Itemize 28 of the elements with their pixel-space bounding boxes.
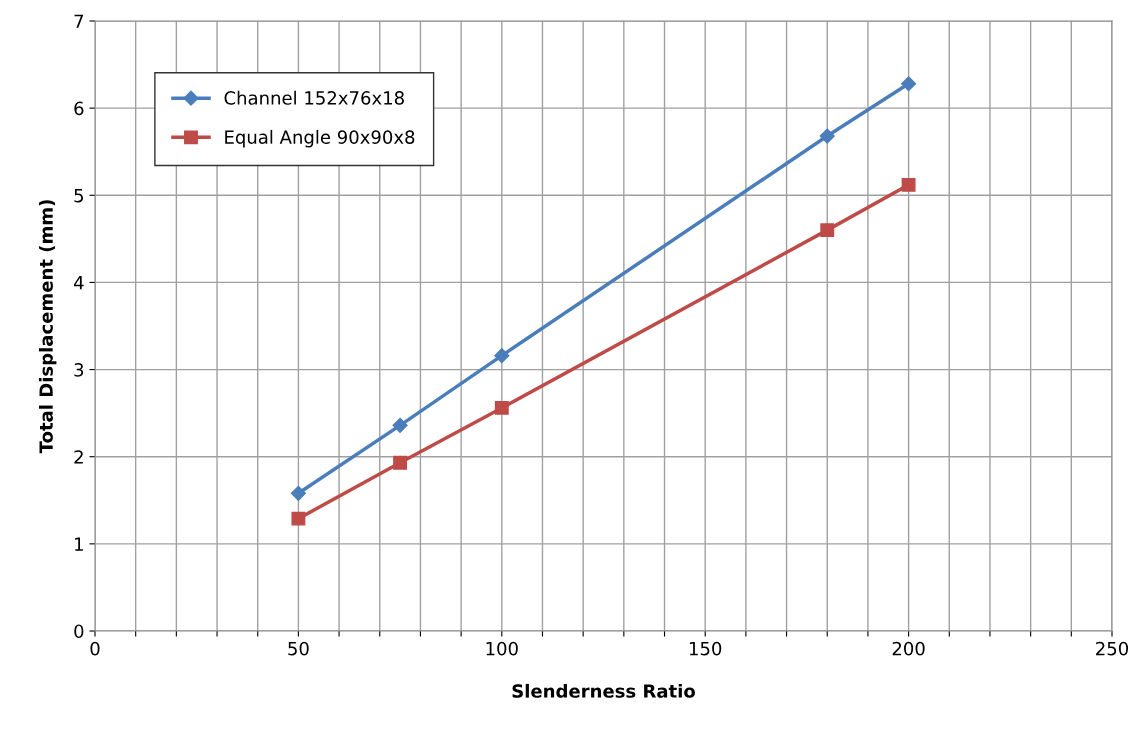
y-tick-label: 0 [74, 624, 84, 639]
point [494, 348, 510, 364]
point [494, 400, 509, 415]
point [901, 177, 916, 192]
x-tick-label: 200 [892, 641, 925, 656]
point [393, 455, 408, 470]
point [290, 485, 306, 501]
x-tick-label: 250 [1096, 641, 1129, 656]
y-tick-label: 1 [75, 537, 83, 551]
x-tick-label: 0 [90, 641, 100, 656]
x-tick-label: 50 [288, 641, 309, 656]
point [820, 223, 835, 238]
point [901, 76, 917, 92]
point [392, 417, 408, 433]
y-tick-label: 2 [74, 450, 83, 464]
y-tick-label: 7 [74, 14, 84, 28]
y-tick-label: 3 [74, 363, 84, 377]
point [291, 511, 306, 526]
y-tick-label: 6 [74, 101, 84, 116]
x-tick-label: 150 [689, 641, 722, 656]
y-tick-label: 4 [73, 276, 84, 290]
y-tick-label: 5 [74, 188, 84, 203]
x-axis-title: Slenderness Ratio [512, 683, 695, 698]
point [819, 128, 835, 144]
y-axis-title: Total Displacement (mm) [38, 200, 57, 454]
legend-label: Channel 152x76x18 [224, 90, 404, 105]
x-tick-label: 100 [486, 641, 518, 656]
legend-label: Equal Angle 90x90x8 [225, 129, 415, 148]
